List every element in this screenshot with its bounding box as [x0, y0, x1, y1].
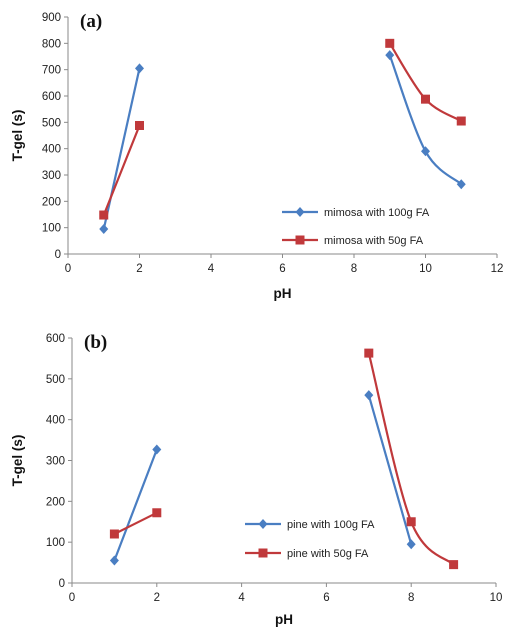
series-line-1 [388, 54, 463, 186]
x-tick-label: 2 [154, 592, 160, 604]
y-tick-label: 100 [46, 537, 65, 549]
y-tick-label: 300 [42, 170, 61, 182]
data-point-diamond [99, 223, 109, 234]
y-tick-label: 200 [42, 196, 61, 208]
legend-label: mimosa with 50g FA [324, 235, 424, 247]
panel-label: (a) [80, 11, 102, 32]
y-axis-title: T-gel (s) [10, 110, 25, 162]
y-tick-label: 0 [55, 249, 61, 261]
y-tick-label: 400 [42, 144, 61, 156]
series-line-1 [113, 448, 158, 562]
x-tick-label: 6 [279, 263, 285, 275]
x-tick-label: 0 [65, 263, 71, 275]
data-point-square [449, 560, 459, 570]
x-tick-label: 8 [408, 592, 414, 604]
legend-marker-square [258, 548, 268, 558]
series-line-2 [367, 352, 455, 566]
panel-label: (b) [84, 332, 107, 353]
x-tick-label: 10 [490, 592, 503, 604]
legend-label: mimosa with 100g FA [324, 207, 430, 219]
x-axis-title: pH [275, 612, 293, 627]
y-tick-label: 800 [42, 38, 61, 50]
data-point-diamond [456, 179, 466, 190]
y-tick-label: 900 [42, 12, 61, 24]
y-tick-label: 200 [46, 496, 65, 508]
series-line-2 [102, 124, 141, 217]
x-tick-label: 4 [208, 263, 215, 275]
data-point-square [135, 120, 144, 130]
x-tick-label: 6 [323, 592, 329, 604]
data-point-square [406, 517, 416, 527]
data-point-square [109, 529, 119, 539]
data-point-square [152, 508, 162, 518]
legend-label: pine with 50g FA [287, 548, 369, 560]
y-tick-label: 500 [46, 374, 65, 386]
data-point-square [99, 210, 109, 220]
y-tick-label: 0 [59, 578, 65, 590]
y-tick-label: 600 [46, 333, 65, 345]
series-line-1 [102, 67, 141, 231]
legend-label: pine with 100g FA [287, 519, 375, 531]
y-tick-label: 300 [46, 456, 65, 468]
legend-marker-square [295, 235, 305, 245]
x-tick-label: 12 [491, 263, 504, 275]
data-point-square [421, 94, 430, 104]
chart-panel-a: 0 100 200 300 400 500 600 700 800 900 0 2 4 6 8 10 12 pH T… [10, 11, 503, 301]
data-point-diamond [385, 50, 395, 61]
chart-panel-b: 0 100 200 300 400 500 600 0 2 4 6 8 10 pH T-gel (s) (b)… [10, 332, 502, 627]
data-point-diamond [364, 390, 374, 401]
y-tick-label: 100 [42, 223, 61, 235]
data-point-square [385, 38, 395, 48]
legend-marker-diamond [295, 207, 305, 217]
x-tick-label: 2 [136, 263, 142, 275]
data-point-diamond [109, 555, 119, 566]
data-point-diamond [152, 444, 162, 455]
y-tick-label: 700 [42, 65, 61, 77]
data-point-diamond [406, 539, 416, 550]
series-line-2 [113, 511, 158, 536]
x-tick-label: 10 [419, 263, 432, 275]
series-line-2 [388, 42, 463, 123]
legend-marker-diamond [258, 519, 268, 529]
y-axis-title: T-gel (s) [10, 435, 25, 487]
series-line-1 [367, 394, 413, 546]
data-point-square [364, 348, 374, 358]
data-point-diamond [421, 146, 430, 157]
data-point-square [456, 116, 466, 126]
y-tick-label: 400 [46, 415, 65, 427]
y-tick-label: 500 [42, 117, 61, 129]
y-tick-label: 600 [42, 91, 61, 103]
data-point-diamond [135, 63, 144, 74]
x-tick-label: 0 [69, 592, 75, 604]
x-axis-title: pH [274, 286, 292, 301]
x-tick-label: 4 [238, 592, 245, 604]
x-tick-label: 8 [351, 263, 357, 275]
